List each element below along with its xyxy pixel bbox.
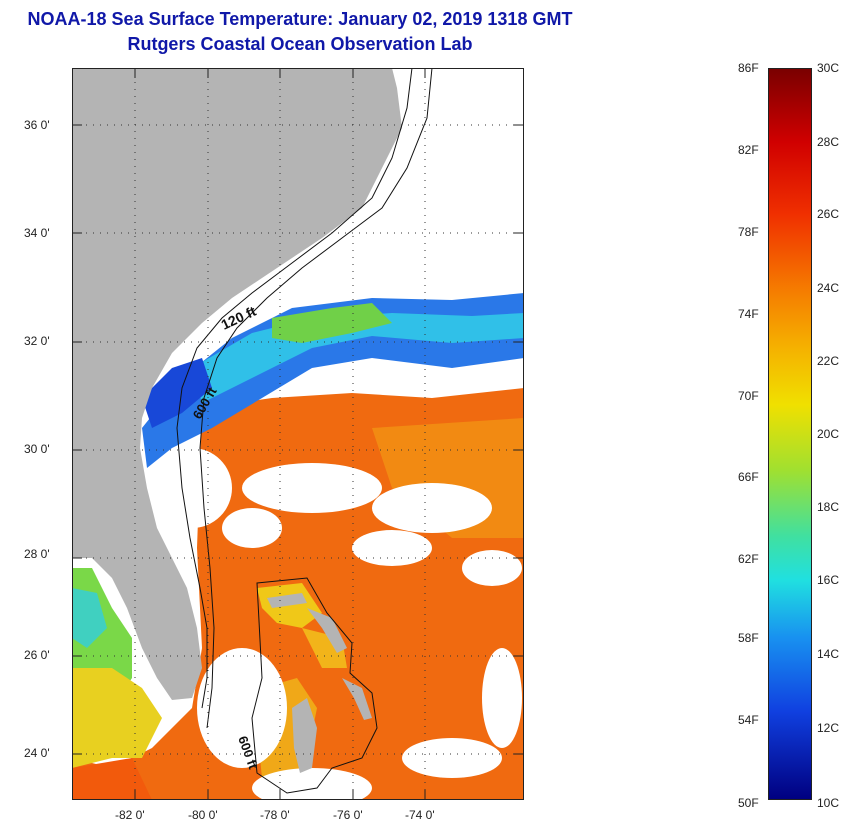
cbar-label-78f: 78F [738,225,759,239]
lon-label-76: -76 0' [333,808,363,822]
contour-600ft [199,68,433,729]
cbar-label-10c: 10C [817,796,840,810]
lon-label-82: -82 0' [115,808,145,822]
cold-coastal-blue [142,358,212,428]
cbar-label-26c: 26C [817,207,840,221]
cbar-label-74f: 74F [738,307,759,321]
cbar-label-70f: 70F [738,389,759,403]
cbar-label-62f: 62F [738,552,759,566]
lat-label-26: 26 0' [24,648,50,662]
cbar-label-12c: 12C [817,721,840,735]
cbar-label-20c: 20C [817,427,840,441]
cbar-label-82f: 82F [738,143,759,157]
cool-water-green [272,303,392,343]
cbar-label-30c: 30C [817,61,840,75]
warm-water-south [72,758,152,800]
land-mainland [72,68,402,700]
cbar-label-58f: 58F [738,631,759,645]
lat-label-34: 34 0' [24,226,50,240]
lat-label-28: 28 0' [24,547,50,561]
contour-120ft [176,68,413,709]
cbar-label-14c: 14C [817,647,840,661]
contour-bahamas [251,577,378,794]
map-title: NOAA-18 Sea Surface Temperature: January… [27,9,573,29]
sst-map: 120 ft 600 ft 600 ft [72,68,524,800]
cbar-label-28c: 28C [817,135,840,149]
cbar-label-54f: 54F [738,713,759,727]
land-grand-bahama [267,593,307,608]
lat-label-36: 36 0' [24,118,50,132]
temperature-colorbar [768,68,812,800]
cbar-label-16c: 16C [817,573,840,587]
lat-label-32: 32 0' [24,334,50,348]
cbar-label-86f: 86F [738,61,759,75]
gulf-water-yellow [72,668,162,768]
cbar-label-24c: 24C [817,281,840,295]
map-frame [72,68,524,800]
lon-label-78: -78 0' [260,808,290,822]
land-abaco [307,608,347,653]
lon-label-74: -74 0' [405,808,435,822]
lat-label-30: 30 0' [24,442,50,456]
lat-label-24: 24 0' [24,746,50,760]
cbar-label-22c: 22C [817,354,840,368]
land-eleuthera [342,678,372,720]
cbar-label-18c: 18C [817,500,840,514]
cbar-label-50f: 50F [738,796,759,810]
lon-label-80: -80 0' [188,808,218,822]
gulf-water-cyan [72,588,107,648]
map-subtitle: Rutgers Coastal Ocean Observation Lab [127,34,473,54]
cbar-label-66f: 66F [738,470,759,484]
